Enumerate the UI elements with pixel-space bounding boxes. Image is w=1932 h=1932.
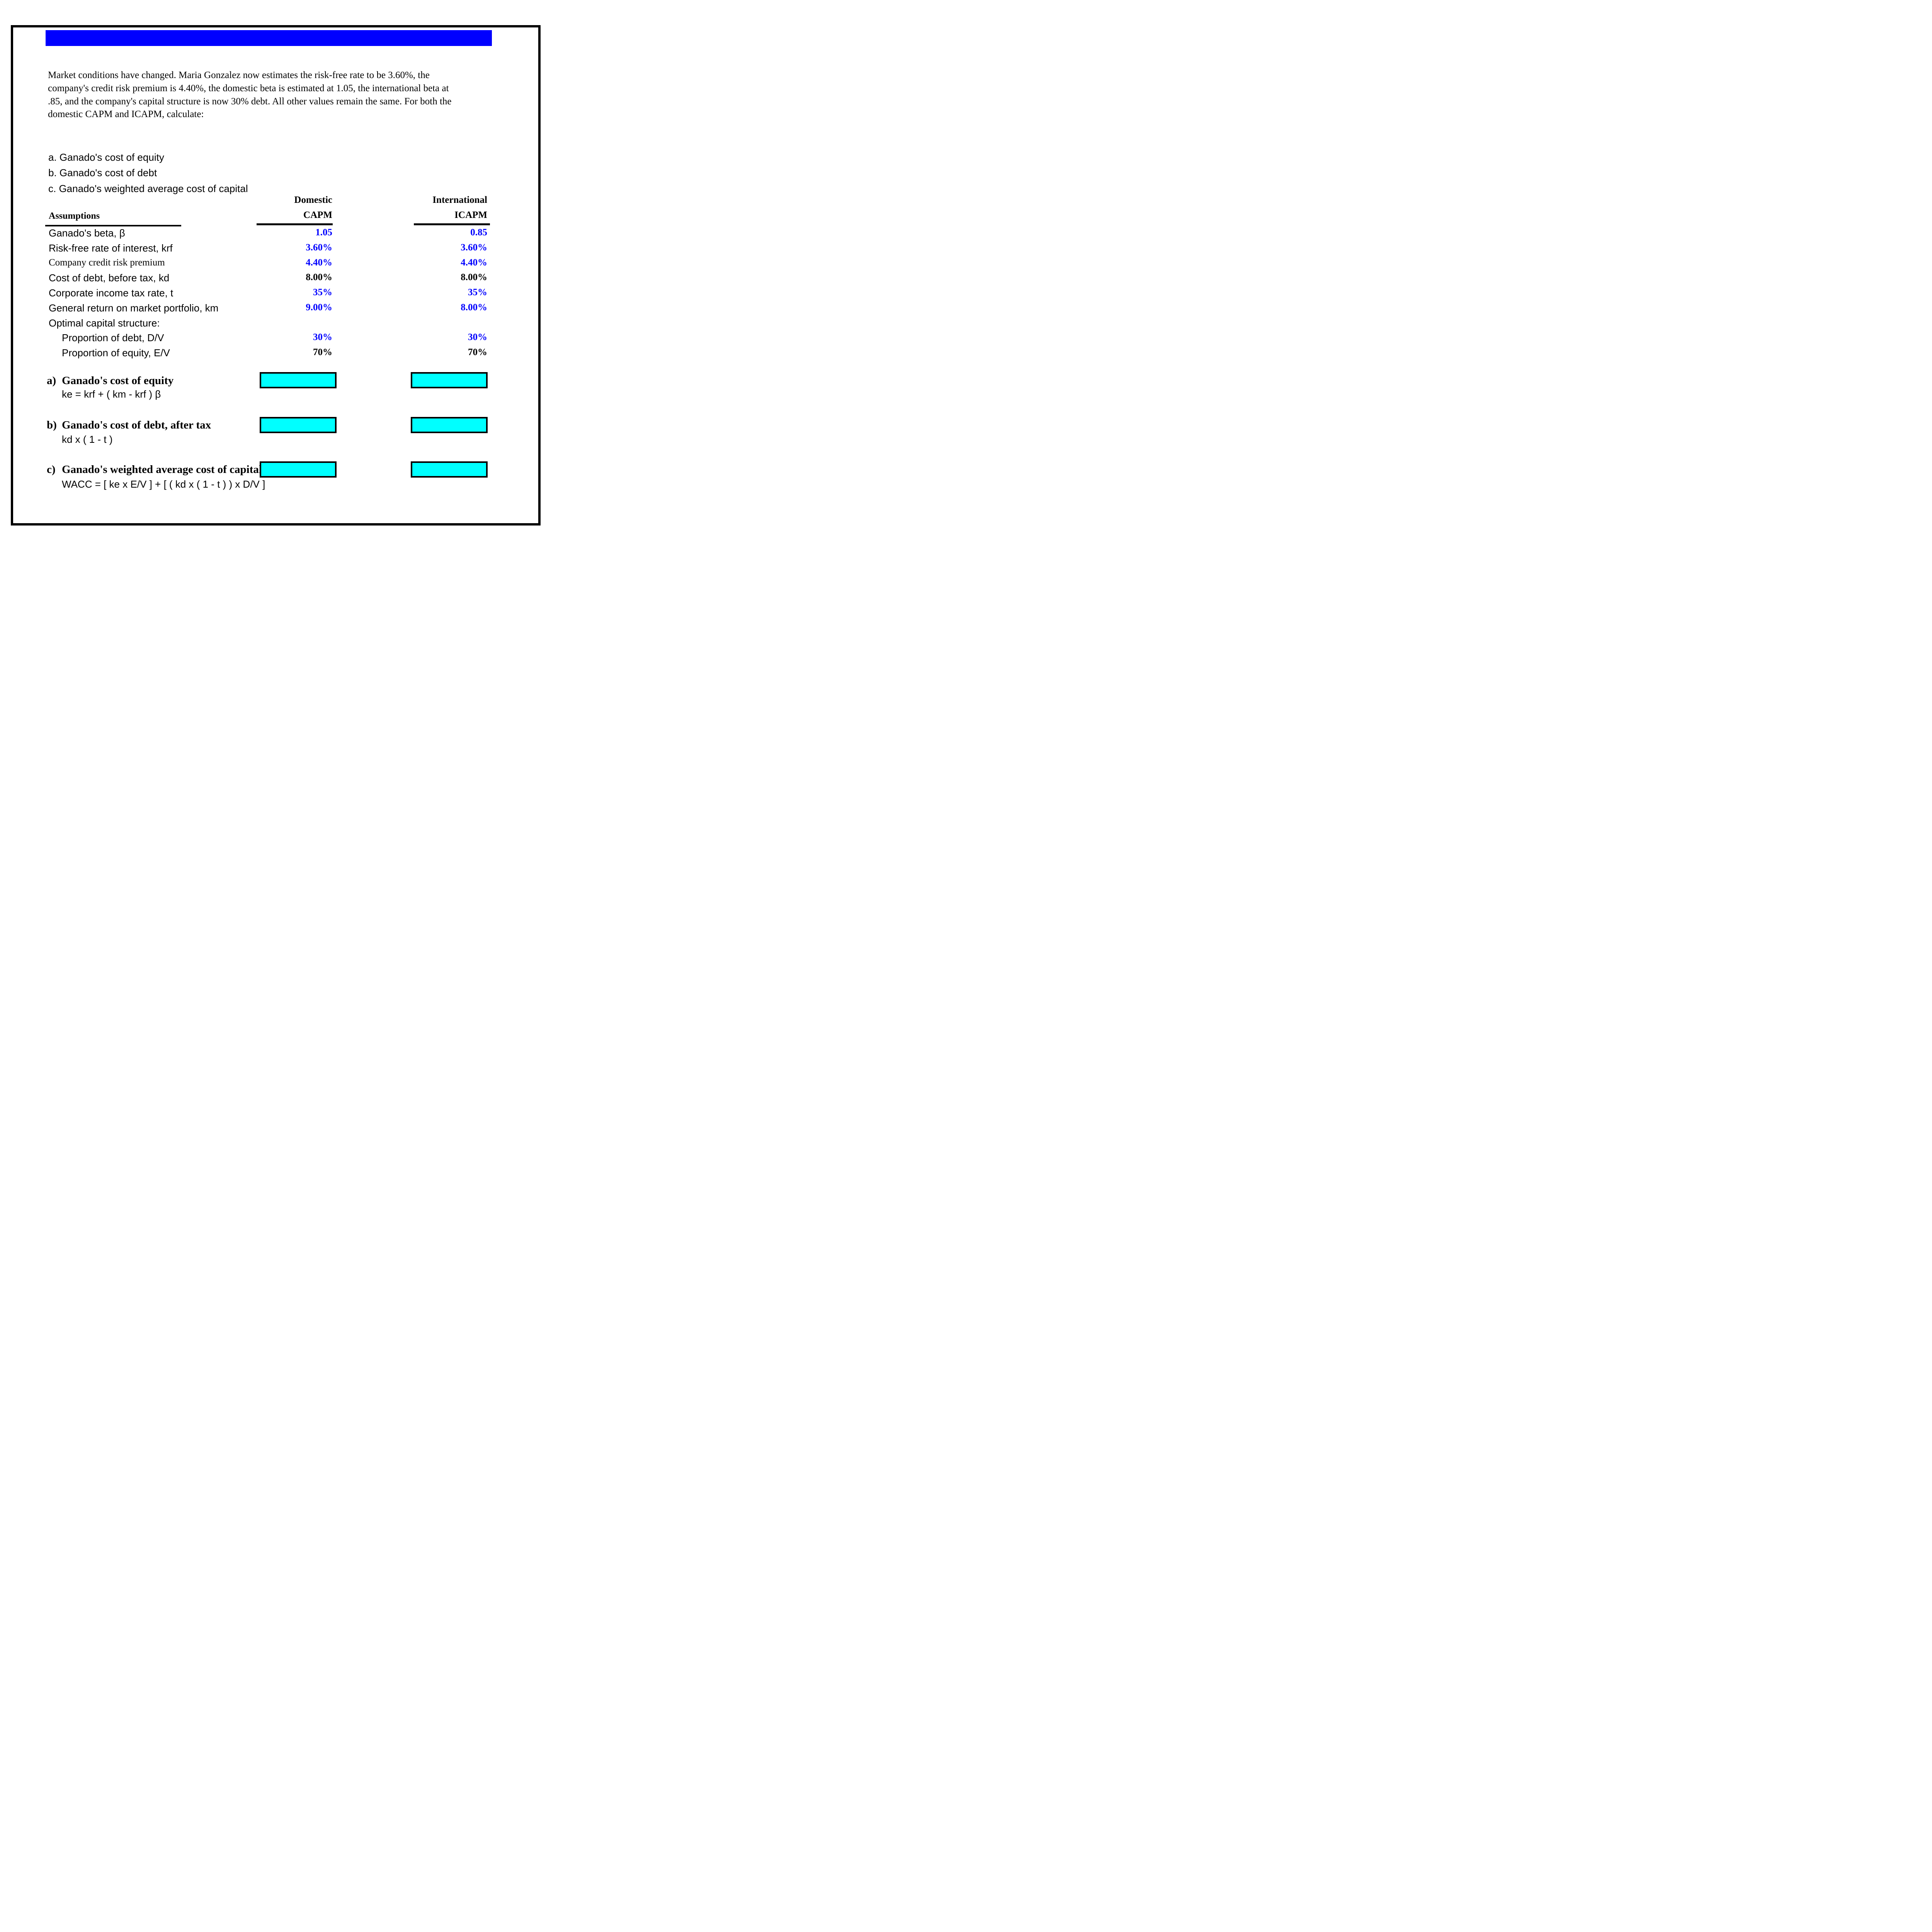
page-border — [11, 25, 541, 526]
domestic-value: 9.00% — [306, 302, 332, 313]
section-a-label: a) Ganado's cost of equity — [47, 374, 173, 387]
problem-statement-line: .85, and the company's capital structure… — [48, 96, 452, 107]
formula-cost-of-debt: kd x ( 1 - t ) — [62, 434, 113, 445]
domestic-value: 70% — [313, 347, 332, 357]
answer-box-equity-international[interactable] — [411, 372, 488, 388]
answer-box-debt-international[interactable] — [411, 417, 488, 433]
problem-statement-line: company's credit risk premium is 4.40%, … — [48, 83, 449, 94]
task-item-a: a. Ganado's cost of equity — [48, 151, 164, 163]
assumption-row: Risk-free rate of interest, krf 3.60% 3.… — [49, 242, 487, 257]
international-value: 8.00% — [461, 272, 487, 282]
page-title: Problem 13.1 Ganado's Cost of Capital — [61, 48, 257, 60]
domestic-value: 3.60% — [306, 242, 332, 253]
section-b-label: b) Ganado's cost of debt, after tax — [47, 419, 211, 432]
answer-box-wacc-international[interactable] — [411, 461, 488, 478]
column-group-domestic: Domestic — [294, 195, 332, 205]
international-value: 30% — [468, 332, 487, 342]
section-b-title: Ganado's cost of debt, after tax — [62, 419, 211, 431]
assumption-label: Risk-free rate of interest, krf — [49, 242, 173, 254]
assumption-row: General return on market portfolio, km 9… — [49, 302, 487, 317]
problem-statement-line: Market conditions have changed. Maria Go… — [48, 70, 430, 80]
capm-underline — [257, 223, 333, 225]
worksheet: Problem 13.1 Ganado's Cost of Capital Ma… — [0, 0, 553, 538]
column-header-capm: CAPM — [303, 210, 332, 220]
column-header-icapm: ICAPM — [454, 210, 487, 220]
formula-wacc: WACC = [ ke x E/V ] + [ ( kd x ( 1 - t )… — [62, 478, 265, 490]
assumption-label: Ganado's beta, β — [49, 227, 125, 239]
assumption-row: Ganado's beta, β 1.05 0.85 — [49, 227, 487, 242]
answer-box-wacc-domestic[interactable] — [260, 461, 337, 478]
section-c-title: Ganado's weighted average cost of capita… — [62, 463, 262, 476]
assumption-row: Proportion of debt, D/V 30% 30% — [49, 332, 487, 347]
section-c-prefix: c) — [47, 463, 56, 476]
assumption-row: Proportion of equity, E/V 70% 70% — [49, 347, 487, 362]
assumption-label: Proportion of debt, D/V — [62, 332, 164, 344]
problem-statement-line: domestic CAPM and ICAPM, calculate: — [48, 109, 204, 119]
assumption-row: Cost of debt, before tax, kd 8.00% 8.00% — [49, 272, 487, 287]
assumption-label: Optimal capital structure: — [49, 317, 160, 329]
assumption-label: Corporate income tax rate, t — [49, 287, 173, 299]
domestic-value: 4.40% — [306, 257, 332, 268]
title-bar: Problem 13.1 Ganado's Cost of Capital — [46, 30, 492, 60]
assumption-label: Company credit risk premium — [49, 257, 165, 268]
domestic-value: 30% — [313, 332, 332, 342]
answer-box-debt-domestic[interactable] — [260, 417, 337, 433]
section-a-title: Ganado's cost of equity — [62, 374, 174, 387]
assumptions-header: Assumptions — [49, 211, 100, 221]
formula-cost-of-equity: ke = krf + ( km - krf ) β — [62, 388, 161, 400]
task-item-b: b. Ganado's cost of debt — [48, 167, 157, 179]
icapm-underline — [414, 223, 490, 225]
international-value: 70% — [468, 347, 487, 357]
answer-box-equity-domestic[interactable] — [260, 372, 337, 388]
international-value: 4.40% — [461, 257, 487, 268]
section-a-prefix: a) — [47, 374, 56, 387]
international-value: 3.60% — [461, 242, 487, 253]
assumption-label: General return on market portfolio, km — [49, 302, 219, 314]
task-item-c: c. Ganado's weighted average cost of cap… — [48, 183, 248, 194]
domestic-value: 35% — [313, 287, 332, 298]
international-value: 8.00% — [461, 302, 487, 313]
column-group-international: International — [432, 195, 487, 205]
assumption-label: Proportion of equity, E/V — [62, 347, 170, 359]
section-c-label: c) Ganado's weighted average cost of capi… — [47, 463, 262, 476]
section-b-prefix: b) — [47, 419, 57, 431]
assumption-row: Company credit risk premium 4.40% 4.40% — [49, 257, 487, 272]
assumptions-underline — [45, 225, 181, 226]
international-value: 0.85 — [470, 227, 487, 238]
assumption-row: Corporate income tax rate, t 35% 35% — [49, 287, 487, 302]
international-value: 35% — [468, 287, 487, 298]
domestic-value: 1.05 — [315, 227, 332, 238]
assumption-label: Cost of debt, before tax, kd — [49, 272, 170, 284]
assumption-row: Optimal capital structure: — [49, 317, 487, 332]
domestic-value: 8.00% — [306, 272, 332, 282]
